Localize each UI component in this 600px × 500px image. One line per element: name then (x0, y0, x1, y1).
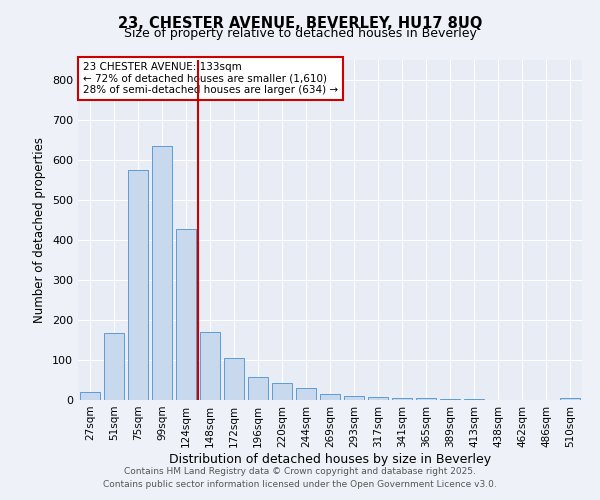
Bar (416, 398, 436, 400)
Bar (224, 358, 244, 400)
Text: 23 CHESTER AVENUE: 133sqm
← 72% of detached houses are smaller (1,610)
28% of se: 23 CHESTER AVENUE: 133sqm ← 72% of detac… (83, 62, 338, 95)
Y-axis label: Number of detached properties: Number of detached properties (34, 137, 46, 323)
Bar (272, 383, 292, 400)
Bar (392, 398, 412, 400)
Bar (320, 394, 340, 400)
Bar (128, 170, 148, 400)
Bar (152, 146, 172, 400)
Bar (464, 399, 484, 400)
Bar (80, 392, 100, 400)
X-axis label: Distribution of detached houses by size in Beverley: Distribution of detached houses by size … (169, 452, 491, 466)
Bar (440, 399, 460, 400)
Text: 23, CHESTER AVENUE, BEVERLEY, HU17 8UQ: 23, CHESTER AVENUE, BEVERLEY, HU17 8UQ (118, 16, 482, 31)
Bar (344, 396, 364, 400)
Bar (176, 229, 196, 400)
Bar (560, 398, 580, 400)
Bar (104, 333, 124, 400)
Bar (368, 397, 388, 400)
Bar (200, 332, 220, 400)
Bar (248, 377, 268, 400)
Bar (296, 388, 316, 400)
Text: Size of property relative to detached houses in Beverley: Size of property relative to detached ho… (124, 27, 476, 40)
Text: Contains HM Land Registry data © Crown copyright and database right 2025.
Contai: Contains HM Land Registry data © Crown c… (103, 468, 497, 489)
